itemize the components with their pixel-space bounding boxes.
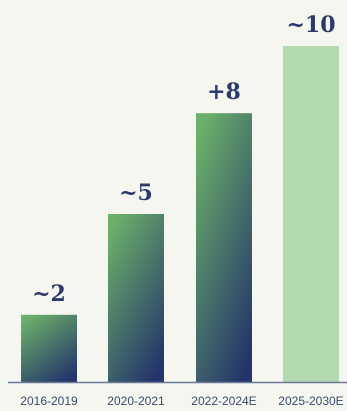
data-label: ~2 bbox=[32, 281, 66, 307]
bar-2022-2024E bbox=[196, 113, 252, 382]
data-label: ~10 bbox=[286, 12, 335, 38]
data-label: ~5 bbox=[119, 180, 153, 206]
x-tick-label: 2016-2019 bbox=[20, 394, 78, 408]
x-tick-label: 2022-2024E bbox=[191, 394, 256, 408]
data-label: +8 bbox=[207, 79, 241, 105]
x-tick-label: 2025-2030E bbox=[278, 394, 343, 408]
bar-2025-2030E bbox=[283, 46, 339, 382]
x-tick-label: 2020-2021 bbox=[107, 394, 165, 408]
bar-2016-2019 bbox=[21, 314, 77, 382]
bar-2020-2021 bbox=[108, 214, 164, 382]
